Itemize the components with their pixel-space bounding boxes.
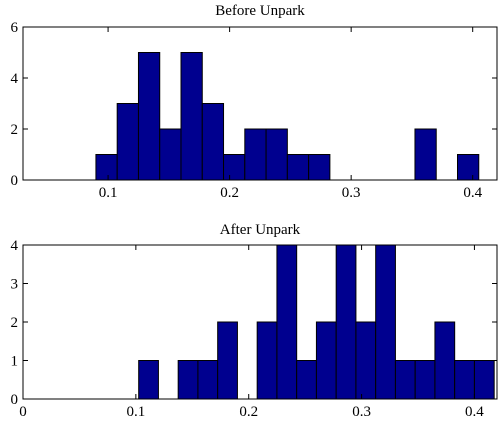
- before-unpark-bar: [116, 103, 139, 181]
- before-unpark-bar: [159, 128, 182, 181]
- before-unpark-bar: [244, 128, 267, 181]
- before-unpark-bar: [457, 154, 480, 181]
- before-unpark-bar: [286, 154, 310, 181]
- before-unpark-y-tick-label: 6: [11, 20, 19, 36]
- after-unpark-y-tick-label: 3: [11, 277, 19, 293]
- after-unpark-x-tick-label: 0.4: [465, 404, 484, 420]
- before-unpark-bar: [201, 103, 225, 181]
- after-unpark-y-tick-label: 2: [11, 315, 19, 331]
- before-unpark-panel: 0.1 0.2 0.3 0.4 0 2 4 6 Before Unpark: [11, 3, 498, 201]
- after-unpark-bar: [394, 360, 416, 400]
- after-unpark-y-tick-label: 0: [11, 392, 19, 408]
- after-unpark-x-tick-label: 0.2: [239, 404, 258, 420]
- before-unpark-axes-frame: [22, 26, 498, 181]
- after-unpark-bar: [197, 360, 219, 400]
- after-unpark-bar: [414, 360, 436, 400]
- after-unpark-bar: [434, 321, 456, 400]
- before-unpark-title: Before Unpark: [215, 3, 305, 19]
- before-unpark-x-tick-label: 0.1: [99, 185, 118, 201]
- after-unpark-title: After Unpark: [220, 222, 301, 238]
- before-unpark-bar: [95, 154, 118, 181]
- before-unpark-x-tick-label: 0.4: [463, 185, 482, 201]
- after-unpark-x-tick-label: 0.3: [352, 404, 371, 420]
- after-unpark-bar: [315, 321, 337, 400]
- after-unpark-bar: [473, 360, 495, 400]
- after-unpark-bar: [276, 244, 298, 400]
- before-unpark-y-tick-label: 2: [11, 122, 19, 138]
- before-unpark-x-tick-label: 0.2: [220, 185, 239, 201]
- before-unpark-bar: [308, 154, 331, 181]
- before-unpark-bar: [223, 154, 246, 181]
- after-unpark-bar: [335, 244, 357, 400]
- before-unpark-y-tick-label: 4: [11, 71, 19, 87]
- after-unpark-bar: [355, 321, 377, 400]
- after-unpark-panel: 0 0.1 0.2 0.3 0.4 0 1 2 3 4 After Unpark: [11, 222, 498, 420]
- after-unpark-bar: [296, 360, 317, 400]
- before-unpark-bar: [414, 128, 437, 181]
- before-unpark-bar: [137, 52, 161, 181]
- after-unpark-bar: [217, 321, 238, 400]
- after-unpark-y-tick-label: 1: [11, 354, 19, 370]
- after-unpark-bar: [138, 360, 159, 400]
- after-unpark-x-tick-label: 0: [19, 404, 27, 420]
- after-unpark-x-tick-label: 0.1: [126, 404, 145, 420]
- after-unpark-bar: [454, 360, 475, 400]
- before-unpark-bar: [180, 52, 203, 181]
- after-unpark-bar: [375, 244, 396, 400]
- after-unpark-bar: [256, 321, 278, 400]
- before-unpark-y-tick-label: 0: [11, 173, 19, 189]
- after-unpark-y-tick-label: 4: [11, 238, 19, 254]
- before-unpark-x-tick-label: 0.3: [342, 185, 361, 201]
- before-unpark-bar: [265, 128, 288, 181]
- after-unpark-bar: [177, 360, 199, 400]
